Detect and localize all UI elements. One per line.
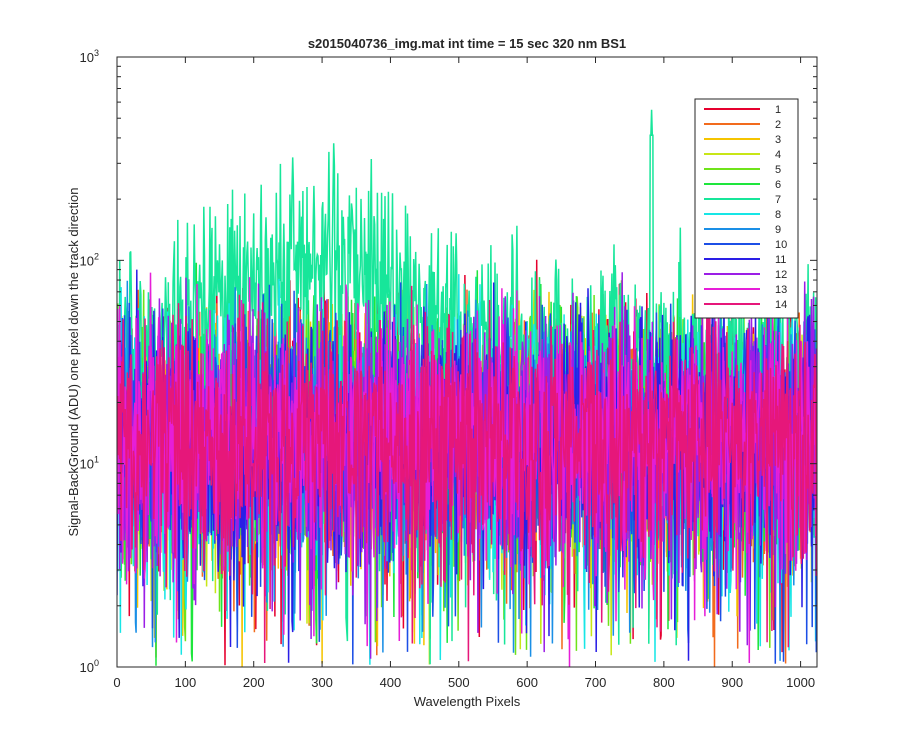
y-axis-label: Signal-BackGround (ADU) one pixel down t… [66, 187, 81, 536]
legend-label: 9 [775, 224, 781, 236]
legend-label: 3 [775, 134, 781, 146]
y-tick-label: 102 [80, 251, 99, 268]
legend-label: 2 [775, 119, 781, 131]
legend-label: 10 [775, 239, 787, 251]
legend-label: 5 [775, 164, 781, 176]
legend-label: 13 [775, 284, 787, 296]
y-tick-label: 103 [80, 48, 99, 65]
series-line-14 [117, 285, 817, 664]
legend-label: 7 [775, 194, 781, 206]
x-tick-label: 1000 [786, 675, 815, 690]
x-tick-label: 900 [721, 675, 743, 690]
x-axis-ticks: 0 100 200 300 400 500 600 700 800 900 1000 [113, 57, 815, 690]
legend-label: 1 [775, 104, 781, 116]
plot-frame [116, 56, 818, 668]
x-tick-label: 400 [380, 675, 402, 690]
y-tick-label: 101 [80, 455, 99, 472]
series-line-13 [117, 272, 817, 667]
legend-label: 6 [775, 179, 781, 191]
x-axis-label: Wavelength Pixels [414, 694, 521, 709]
legend-label: 14 [775, 299, 787, 311]
legend-label: 12 [775, 269, 787, 281]
series-layer [117, 109, 817, 667]
x-tick-label: 500 [448, 675, 470, 690]
x-tick-label: 200 [243, 675, 265, 690]
legend-box [694, 98, 799, 319]
x-tick-label: 300 [311, 675, 333, 690]
x-tick-label: 100 [175, 675, 197, 690]
y-tick-label: 100 [80, 658, 99, 675]
x-tick-label: 0 [113, 675, 120, 690]
x-tick-label: 600 [516, 675, 538, 690]
x-tick-label: 800 [653, 675, 675, 690]
chart-title: s2015040736_img.mat int time = 15 sec 32… [308, 36, 626, 51]
legend-label: 8 [775, 209, 781, 221]
legend-label: 4 [775, 149, 781, 161]
legend-label: 11 [775, 254, 786, 266]
x-tick-label: 700 [585, 675, 607, 690]
